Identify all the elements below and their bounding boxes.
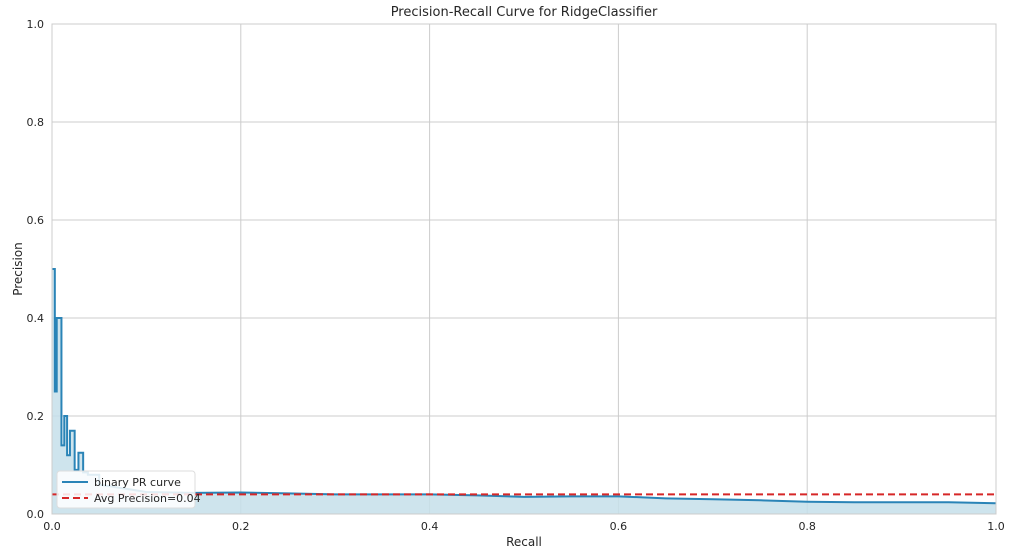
y-tick-label: 0.8 [27, 116, 45, 129]
y-tick-label: 0.2 [27, 410, 45, 423]
x-axis-label: Recall [506, 535, 542, 549]
x-tick-label: 0.2 [232, 520, 250, 533]
x-tick-labels: 0.0 0.2 0.4 0.6 0.8 1.0 [43, 520, 1005, 533]
legend-box [56, 470, 196, 509]
x-tick-label: 0.8 [798, 520, 816, 533]
y-tick-label: 0.6 [27, 214, 45, 227]
legend-pr-label: binary PR curve [94, 476, 181, 489]
x-tick-label: 0.6 [610, 520, 628, 533]
y-tick-label: 1.0 [27, 18, 45, 31]
x-tick-label: 0.0 [43, 520, 61, 533]
chart-title: Precision-Recall Curve for RidgeClassifi… [391, 5, 658, 20]
plot-area [52, 24, 996, 514]
x-tick-label: 1.0 [987, 520, 1005, 533]
legend: binary PR curve Avg Precision=0.04 [56, 470, 201, 509]
y-tick-labels: 0.0 0.2 0.4 0.6 0.8 1.0 [27, 18, 45, 521]
y-axis-label: Precision [11, 242, 25, 296]
y-tick-label: 0.4 [27, 312, 45, 325]
plot-frame [51, 23, 997, 515]
legend-avg-label: Avg Precision=0.04 [94, 492, 201, 505]
x-tick-label: 0.4 [421, 520, 439, 533]
y-tick-label: 0.0 [27, 508, 45, 521]
